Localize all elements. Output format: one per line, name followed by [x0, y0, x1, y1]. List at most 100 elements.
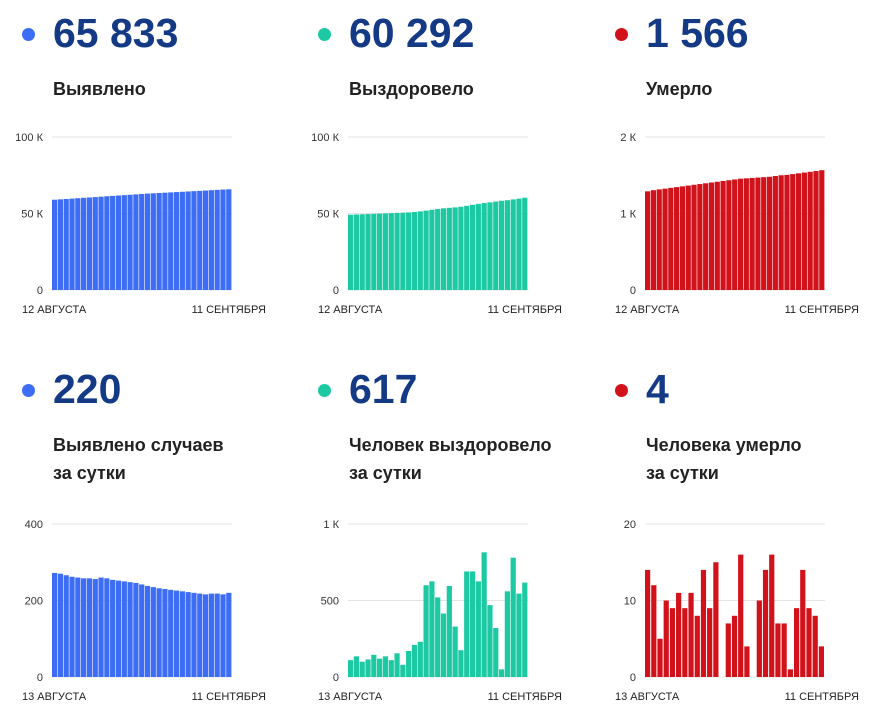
bar — [92, 197, 98, 290]
bar — [793, 608, 800, 677]
bar — [645, 191, 651, 290]
bar — [487, 605, 493, 677]
bar — [365, 214, 371, 290]
daily-confirmed-total: 220 — [53, 366, 122, 412]
bar — [452, 207, 458, 290]
bar — [743, 178, 749, 290]
bar — [115, 580, 122, 677]
bar — [208, 593, 214, 677]
bar — [429, 209, 435, 290]
bar — [818, 646, 824, 677]
bar — [522, 197, 528, 290]
panel-daily-recovered: 617 Человек выздоровело за сутки 0 500 1 К… — [296, 356, 586, 706]
bar — [749, 177, 755, 290]
bar — [469, 571, 476, 677]
bar — [139, 193, 145, 290]
bar — [446, 585, 452, 677]
y-tick-label: 0 — [333, 672, 339, 684]
label-line: за сутки — [349, 463, 422, 483]
bar — [725, 623, 731, 677]
bar — [493, 201, 499, 290]
bar — [220, 594, 226, 677]
bar — [812, 615, 818, 677]
x-end-label: 11 СЕНТЯБРЯ — [785, 304, 859, 316]
bar — [800, 569, 806, 677]
y-tick-label: 200 — [25, 596, 43, 608]
bar — [348, 660, 354, 677]
daily-recovered-chart: 0 500 1 К 13 АВГУСТА 11 СЕНТЯБРЯ — [318, 519, 562, 703]
bar — [388, 213, 394, 290]
bar — [371, 654, 377, 677]
bar — [645, 569, 651, 677]
bar — [359, 214, 365, 290]
bar — [98, 196, 104, 290]
deaths-chart: 0 1 К 2 К 12 АВГУСТА 11 СЕНТЯБРЯ — [615, 132, 859, 316]
y-tick-label: 10 — [624, 596, 636, 608]
bar — [755, 177, 761, 290]
bar — [168, 589, 174, 677]
bar — [676, 592, 682, 677]
bar — [144, 193, 151, 290]
bar — [708, 182, 715, 290]
bar — [197, 190, 203, 290]
bar — [185, 592, 191, 677]
y-tick-label: 1 К — [323, 519, 339, 531]
bar — [781, 623, 787, 677]
bar — [185, 191, 191, 290]
bar — [133, 582, 139, 677]
bar — [400, 664, 406, 677]
bar — [127, 194, 133, 290]
bar — [69, 576, 75, 677]
confirmed-chart: 0 50 К 100 К 12 АВГУСТА 11 СЕНТЯБРЯ — [15, 132, 266, 316]
x-end-label: 11 СЕНТЯБРЯ — [192, 691, 266, 703]
bar — [63, 575, 69, 677]
bar — [110, 195, 116, 290]
bar — [423, 585, 429, 677]
bar — [353, 656, 360, 677]
bar — [469, 204, 476, 290]
bar — [790, 174, 796, 290]
bar — [744, 646, 750, 677]
x-start-label: 13 АВГУСТА — [318, 691, 383, 703]
bar — [504, 591, 510, 677]
x-start-label: 12 АВГУСТА — [615, 304, 680, 316]
bar — [202, 190, 209, 290]
x-start-label: 12 АВГУСТА — [318, 304, 383, 316]
bar — [348, 214, 354, 290]
y-tick-label: 20 — [624, 519, 636, 531]
y-tick-label: 100 К — [15, 132, 43, 144]
label-line: Человек выздоровело — [349, 435, 552, 455]
confirmed-label: Выявлено — [53, 75, 146, 103]
bar — [762, 569, 769, 677]
bar — [411, 211, 418, 290]
y-tick-label: 400 — [25, 519, 43, 531]
bar — [173, 590, 180, 677]
bar — [173, 192, 180, 290]
y-tick-label: 50 К — [317, 209, 339, 221]
y-tick-label: 50 К — [21, 209, 43, 221]
daily-recovered-dot-icon — [318, 384, 331, 397]
bar — [669, 608, 676, 677]
panel-recovered: 60 292 Выздоровело 0 50 К 100 К 12 АВГУСТА 1… — [296, 0, 586, 350]
bar — [417, 211, 423, 290]
bar — [458, 650, 464, 677]
bar — [214, 593, 220, 677]
bar — [382, 656, 389, 677]
bar — [394, 653, 400, 677]
bar — [694, 615, 700, 677]
daily-confirmed-label: Выявлено случаев за сутки — [53, 431, 224, 487]
bar — [778, 175, 784, 290]
bar — [226, 592, 232, 677]
bar — [197, 593, 203, 677]
y-tick-label: 2 К — [620, 132, 636, 144]
recovered-chart: 0 50 К 100 К 12 АВГУСТА 11 СЕНТЯБРЯ — [311, 132, 562, 316]
daily-deaths-dot-icon — [615, 384, 628, 397]
bar — [510, 557, 516, 677]
bar — [726, 180, 732, 290]
bar — [446, 207, 452, 290]
bar — [679, 186, 686, 290]
bar — [382, 213, 389, 290]
bar — [714, 181, 720, 290]
bar — [139, 584, 145, 677]
y-tick-label: 0 — [37, 672, 43, 684]
